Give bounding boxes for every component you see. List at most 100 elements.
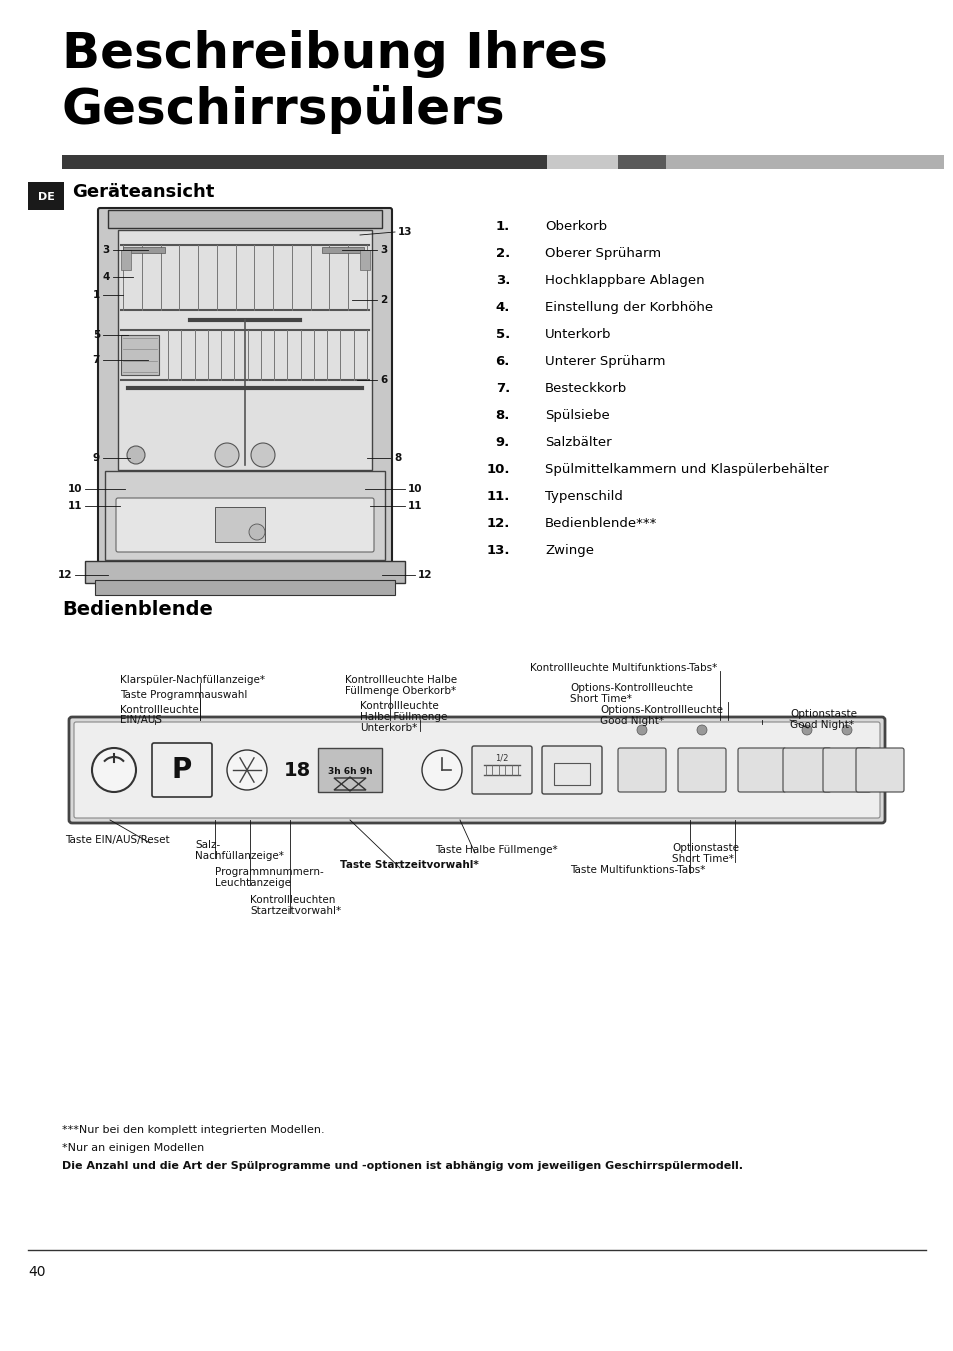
Text: P: P <box>172 757 192 784</box>
Text: 40: 40 <box>28 1265 46 1279</box>
FancyBboxPatch shape <box>472 746 532 794</box>
Bar <box>359 250 370 270</box>
Text: 2: 2 <box>379 295 387 305</box>
Text: Taste EIN/AUS/Reset: Taste EIN/AUS/Reset <box>65 835 170 844</box>
Text: Short Time*: Short Time* <box>569 694 631 704</box>
Text: Optionstaste: Optionstaste <box>789 709 856 719</box>
Circle shape <box>227 750 267 790</box>
Text: Klarspüler-Nachfüllanzeige*: Klarspüler-Nachfüllanzeige* <box>120 676 265 685</box>
Text: 9: 9 <box>92 453 100 463</box>
Text: 13: 13 <box>397 227 412 236</box>
Circle shape <box>421 750 461 790</box>
Text: 10.: 10. <box>486 463 510 476</box>
Text: Options-Kontrollleuchte: Options-Kontrollleuchte <box>599 705 722 715</box>
Text: Spülsiebe: Spülsiebe <box>544 409 609 422</box>
Text: 1: 1 <box>92 290 100 300</box>
Text: Programmnummern-: Programmnummern- <box>214 867 323 877</box>
Text: Unterer Sprüharm: Unterer Sprüharm <box>544 355 665 367</box>
Text: Optionstaste: Optionstaste <box>671 843 739 852</box>
Bar <box>121 250 131 270</box>
Circle shape <box>249 524 265 540</box>
Text: Besteckkorb: Besteckkorb <box>544 382 626 394</box>
Bar <box>118 230 372 470</box>
Bar <box>85 561 405 584</box>
Circle shape <box>214 443 239 467</box>
Text: 11: 11 <box>408 501 422 511</box>
Text: Typenschild: Typenschild <box>544 490 622 503</box>
Text: Unterkorb*: Unterkorb* <box>359 723 416 734</box>
Text: 2.: 2. <box>496 247 510 259</box>
Text: 3.: 3. <box>496 274 510 286</box>
Text: 6.: 6. <box>496 355 510 367</box>
Text: 6: 6 <box>379 376 387 385</box>
Text: 5: 5 <box>92 330 100 340</box>
FancyBboxPatch shape <box>152 743 212 797</box>
Text: Kontrollleuchte: Kontrollleuchte <box>359 701 438 711</box>
Text: 11.: 11. <box>486 490 510 503</box>
Text: Einstellung der Korbhöhe: Einstellung der Korbhöhe <box>544 301 713 313</box>
Bar <box>108 209 381 228</box>
Text: Kontrollleuchte Multifunktions-Tabs*: Kontrollleuchte Multifunktions-Tabs* <box>530 663 717 673</box>
Bar <box>322 247 364 253</box>
Circle shape <box>127 446 145 463</box>
Text: 3h 6h 9h: 3h 6h 9h <box>327 767 372 777</box>
Text: Geräteansicht: Geräteansicht <box>71 182 214 201</box>
Bar <box>95 580 395 594</box>
Circle shape <box>801 725 811 735</box>
Text: 3: 3 <box>103 245 110 255</box>
FancyBboxPatch shape <box>116 499 374 553</box>
Text: Options-Kontrollleuchte: Options-Kontrollleuchte <box>569 684 692 693</box>
FancyBboxPatch shape <box>618 748 665 792</box>
FancyBboxPatch shape <box>69 717 884 823</box>
Bar <box>617 155 665 169</box>
Text: ***Nur bei den komplett integrierten Modellen.: ***Nur bei den komplett integrierten Mod… <box>62 1125 324 1135</box>
Text: Taste Programmauswahl: Taste Programmauswahl <box>120 690 247 700</box>
FancyBboxPatch shape <box>678 748 725 792</box>
Text: 4: 4 <box>103 272 110 282</box>
Text: 13.: 13. <box>486 544 510 557</box>
Text: Salz-: Salz- <box>194 840 220 850</box>
Bar <box>554 763 589 785</box>
Text: Kontrollleuchte: Kontrollleuchte <box>120 705 198 715</box>
Text: Bedienblende: Bedienblende <box>62 600 213 619</box>
Circle shape <box>251 443 274 467</box>
Bar <box>546 155 617 169</box>
Text: 11: 11 <box>68 501 82 511</box>
FancyBboxPatch shape <box>738 748 785 792</box>
Text: DE: DE <box>37 192 54 203</box>
Text: 7.: 7. <box>496 382 510 394</box>
Bar <box>121 335 159 376</box>
Text: Kontrollleuchte Halbe: Kontrollleuchte Halbe <box>345 676 456 685</box>
Bar <box>105 471 385 561</box>
Text: 8.: 8. <box>496 409 510 422</box>
Text: Oberkorb: Oberkorb <box>544 220 606 232</box>
Text: Taste Multifunktions-Tabs*: Taste Multifunktions-Tabs* <box>569 865 704 875</box>
Bar <box>62 155 546 169</box>
Text: Leuchtanzeige: Leuchtanzeige <box>214 878 291 888</box>
Circle shape <box>697 725 706 735</box>
Text: 1.: 1. <box>496 220 510 232</box>
Text: 3: 3 <box>379 245 387 255</box>
Text: 12: 12 <box>417 570 432 580</box>
Text: Taste Startzeitvorwahl*: Taste Startzeitvorwahl* <box>339 861 478 870</box>
Text: Oberer Sprüharm: Oberer Sprüharm <box>544 247 660 259</box>
Circle shape <box>637 725 646 735</box>
Text: Taste Halbe Füllmenge*: Taste Halbe Füllmenge* <box>435 844 558 855</box>
FancyBboxPatch shape <box>822 748 870 792</box>
Text: Bedienblende***: Bedienblende*** <box>544 517 657 530</box>
Text: EIN/AUS: EIN/AUS <box>120 715 162 725</box>
Text: Füllmenge Oberkorb*: Füllmenge Oberkorb* <box>345 686 456 696</box>
Bar <box>665 155 943 169</box>
Text: 4.: 4. <box>496 301 510 313</box>
FancyBboxPatch shape <box>855 748 903 792</box>
Text: Short Time*: Short Time* <box>671 854 733 865</box>
Text: Spülmittelkammern und Klaspülerbehälter: Spülmittelkammern und Klaspülerbehälter <box>544 463 828 476</box>
Text: Startzeitvorwahl*: Startzeitvorwahl* <box>250 907 341 916</box>
Text: 12: 12 <box>57 570 71 580</box>
FancyBboxPatch shape <box>74 721 879 817</box>
Text: Nachfüllanzeige*: Nachfüllanzeige* <box>194 851 284 861</box>
Text: Good Night*: Good Night* <box>789 720 853 730</box>
FancyBboxPatch shape <box>541 746 601 794</box>
Circle shape <box>91 748 136 792</box>
Text: 9.: 9. <box>496 436 510 449</box>
